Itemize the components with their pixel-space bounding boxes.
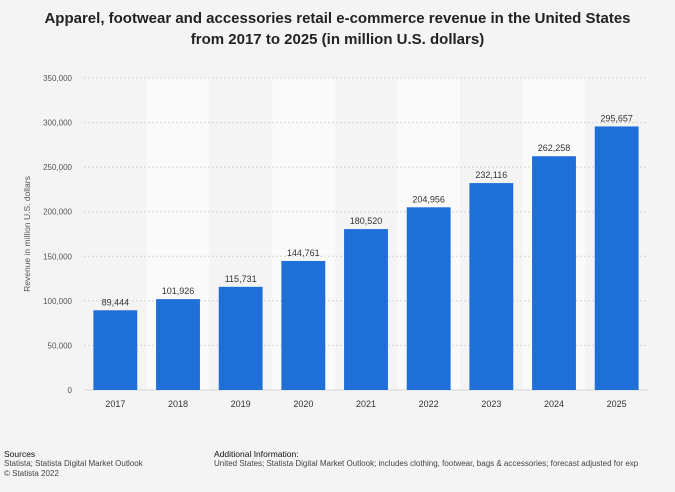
data-label: 180,520 bbox=[350, 216, 383, 226]
data-label: 144,761 bbox=[287, 248, 320, 258]
y-tick-label: 200,000 bbox=[43, 208, 72, 217]
sources-heading: Sources bbox=[4, 449, 36, 459]
y-tick-label: 350,000 bbox=[43, 74, 72, 83]
data-label: 115,731 bbox=[225, 274, 257, 284]
y-tick-label: 0 bbox=[68, 386, 73, 395]
sources-block: Sources Statista; Statista Digital Marke… bbox=[4, 449, 143, 479]
x-tick-label: 2023 bbox=[481, 399, 501, 409]
bar bbox=[406, 207, 451, 390]
bar bbox=[218, 286, 263, 390]
additional-info-text: United States; Statista Digital Market O… bbox=[214, 459, 639, 468]
x-tick-label: 2024 bbox=[544, 399, 564, 409]
bar bbox=[156, 299, 200, 390]
sources-text[interactable]: Statista; Statista Digital Market Outloo… bbox=[4, 459, 143, 468]
x-tick-label: 2022 bbox=[419, 399, 439, 409]
data-label: 232,116 bbox=[475, 170, 507, 180]
y-tick-label: 150,000 bbox=[43, 252, 72, 261]
bar-chart: 0 50,000 100,000 150,000 200,000 250,000 300,0… bbox=[22, 74, 648, 409]
x-tick-label: 2025 bbox=[607, 399, 627, 409]
x-tick-label: 2018 bbox=[168, 399, 188, 409]
bar bbox=[93, 310, 138, 390]
y-tick-label: 100,000 bbox=[43, 297, 72, 306]
x-tick-label: 2021 bbox=[356, 399, 376, 409]
chart-title-line-1: Apparel, footwear and accessories retail… bbox=[44, 10, 631, 27]
chart-title: Apparel, footwear and accessories retail… bbox=[0, 8, 675, 50]
data-label: 295,657 bbox=[600, 113, 633, 123]
additional-info-heading: Additional Information: bbox=[214, 449, 299, 459]
bar bbox=[532, 156, 576, 390]
bar bbox=[281, 260, 326, 390]
y-axis-label: Revenue in million U.S. dollars bbox=[22, 176, 32, 292]
y-tick-label: 250,000 bbox=[43, 163, 72, 172]
y-tick-label: 300,000 bbox=[43, 119, 72, 128]
bar bbox=[469, 183, 514, 390]
x-tick-label: 2019 bbox=[231, 399, 251, 409]
data-label: 262,258 bbox=[538, 143, 571, 153]
bar bbox=[594, 126, 639, 390]
data-label: 89,444 bbox=[102, 297, 130, 307]
y-tick-label: 50,000 bbox=[48, 341, 73, 350]
copyright-text: © Statista 2022 bbox=[4, 469, 59, 478]
bar bbox=[344, 229, 388, 390]
additional-info-block: Additional Information: United States; S… bbox=[214, 449, 675, 469]
data-label: 101,926 bbox=[162, 286, 195, 296]
x-tick-label: 2020 bbox=[293, 399, 313, 409]
x-tick-label: 2017 bbox=[105, 399, 125, 409]
chart-title-line-2: from 2017 to 2025 (in million U.S. dolla… bbox=[190, 31, 485, 48]
data-label: 204,956 bbox=[412, 194, 445, 204]
